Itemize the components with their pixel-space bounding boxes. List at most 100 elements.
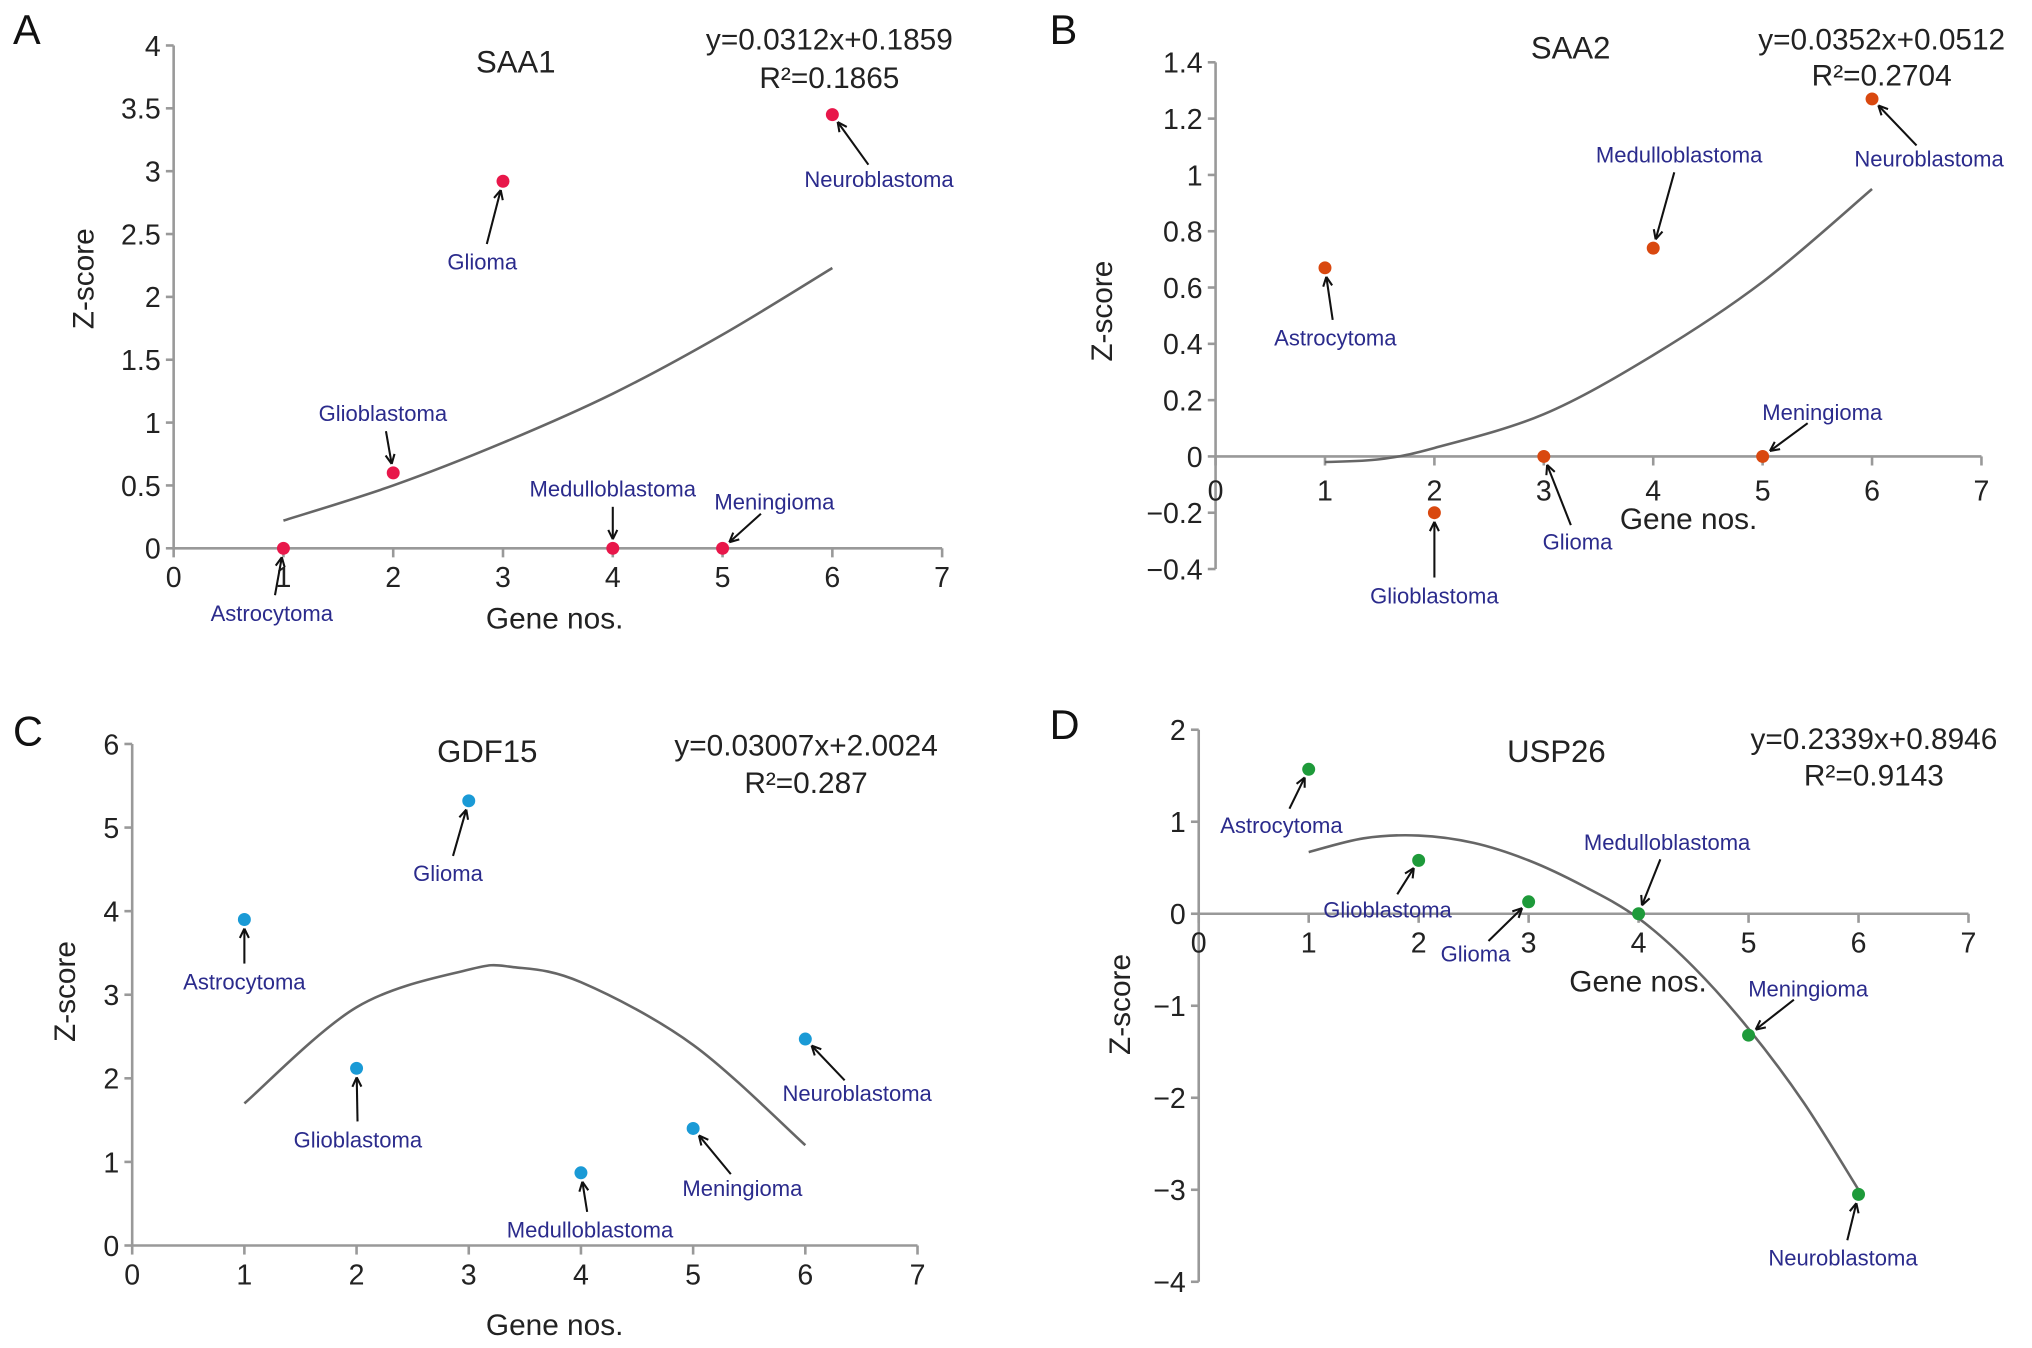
trend-equation: y=0.0352x+0.0512 [1758, 23, 2005, 56]
arrowhead [810, 1044, 822, 1056]
annotation-arrow [1487, 907, 1523, 942]
y-tick-label: 3.5 [121, 94, 161, 126]
arrowhead [1511, 907, 1524, 919]
y-tick-label: 2 [1170, 715, 1186, 747]
y-tick-label: 1.4 [1163, 48, 1203, 80]
annotation-arrow [355, 1077, 359, 1122]
y-tick-label: 0.5 [121, 471, 161, 503]
point-label: Glioblastoma [1370, 583, 1499, 608]
data-point [350, 1061, 364, 1075]
point-label: Glioblastoma [294, 1127, 423, 1152]
y-tick-label: 0 [145, 534, 161, 566]
y-axis-label: Z-score [1104, 954, 1137, 1055]
data-point [276, 541, 290, 555]
r-squared: R²=0.9143 [1804, 759, 1944, 792]
y-tick-label: −0.2 [1146, 498, 1202, 530]
arrowhead [1295, 776, 1306, 788]
x-tick-label: 4 [605, 562, 621, 594]
arrowhead [274, 556, 286, 568]
y-tick-label: 2.5 [121, 219, 161, 251]
data-point [716, 541, 730, 555]
x-tick-label: 5 [1755, 475, 1771, 507]
arrowhead [1652, 228, 1664, 241]
annotation-arrow [1654, 172, 1676, 240]
y-tick-label: −2 [1153, 1083, 1186, 1115]
panel-letter: B [1050, 6, 1078, 53]
point-label: Glioma [413, 861, 483, 886]
x-tick-label: 7 [1961, 928, 1977, 960]
annotation-arrow [1846, 1202, 1858, 1241]
data-point [462, 794, 476, 808]
point-label: Neuroblastoma [1768, 1246, 1918, 1271]
trendline [243, 963, 807, 1147]
x-tick-label: 1 [236, 1259, 252, 1291]
point-label: Medulloblastoma [1584, 830, 1751, 855]
chart-title: GDF15 [437, 734, 537, 769]
y-tick-label: 3 [145, 157, 161, 189]
annotation-arrow [1396, 867, 1415, 895]
annotation-arrow [1755, 998, 1795, 1031]
annotation-arrow [1877, 104, 1918, 147]
arrowhead [458, 808, 470, 820]
data-point [1412, 853, 1426, 867]
x-tick-label: 0 [1191, 928, 1207, 960]
y-tick-label: −0.4 [1146, 554, 1202, 586]
arrowhead [1877, 104, 1889, 116]
y-tick-label: −1 [1153, 991, 1186, 1023]
y-tick-label: 5 [103, 813, 119, 845]
arrowhead [578, 1181, 590, 1192]
x-tick-label: 5 [685, 1259, 701, 1291]
point-label: Meningioma [1762, 400, 1883, 425]
x-tick-label: 7 [934, 562, 950, 594]
trend-equation: y=0.03007x+2.0024 [674, 730, 937, 763]
annotation-arrow [273, 557, 283, 596]
data-point [1865, 92, 1879, 106]
y-tick-label: 0 [1170, 899, 1186, 931]
point-label: Glioma [1441, 941, 1511, 966]
data-point [1632, 907, 1646, 921]
x-tick-label: 4 [1631, 928, 1647, 960]
annotation-arrow [581, 1181, 589, 1213]
arrowhead [1640, 894, 1651, 907]
point-label: Glioblastoma [1323, 897, 1452, 922]
y-tick-label: 2 [145, 282, 161, 314]
point-label: Neuroblastoma [1854, 146, 2004, 171]
point-label: Astrocytoma [1220, 813, 1343, 838]
data-point [1427, 506, 1441, 520]
annotation-arrow [698, 1134, 732, 1175]
x-axis-label: Gene nos. [486, 603, 624, 636]
chart-title: SAA2 [1531, 30, 1611, 65]
y-tick-label: 1 [1170, 807, 1186, 839]
annotation-arrow [836, 121, 870, 166]
y-axis-label: Z-score [67, 228, 100, 329]
trend-equation: y=0.0312x+0.1859 [706, 23, 953, 56]
chart-title: SAA1 [476, 45, 556, 80]
x-tick-label: 2 [1411, 928, 1427, 960]
x-tick-label: 2 [349, 1259, 365, 1291]
x-tick-label: 3 [495, 562, 511, 594]
y-tick-label: 1 [1187, 160, 1203, 192]
data-point [686, 1121, 700, 1135]
x-tick-label: 0 [166, 562, 182, 594]
arrowhead [384, 453, 396, 465]
data-point [1742, 1028, 1756, 1042]
x-tick-label: 3 [461, 1259, 477, 1291]
trendline [1324, 188, 1873, 464]
y-tick-label: 0.8 [1163, 217, 1203, 249]
y-tick-label: 4 [103, 897, 119, 929]
y-tick-label: 0.4 [1163, 329, 1203, 361]
point-label: Astrocytoma [211, 601, 334, 626]
point-label: Glioma [1543, 530, 1613, 555]
point-label: Meningioma [682, 1176, 803, 1201]
y-tick-label: 1 [103, 1147, 119, 1179]
y-axis-label: Z-score [49, 941, 82, 1042]
data-point [386, 466, 400, 480]
panel-a: A00.511.522.533.540 1 2 3 4 5 6 7SAA1y=0.0312x+… [13, 6, 954, 635]
annotation-arrow [1288, 776, 1306, 810]
y-tick-label: 0 [103, 1231, 119, 1263]
panel-c: C 0 1 2 3 4 5 6 0 1 2 3 4 5 6 7 GDF15 y=0.03007x+2.0024 R²… [13, 707, 938, 1342]
x-tick-label: 3 [1521, 928, 1537, 960]
point-label: Medulloblastoma [1596, 143, 1763, 168]
